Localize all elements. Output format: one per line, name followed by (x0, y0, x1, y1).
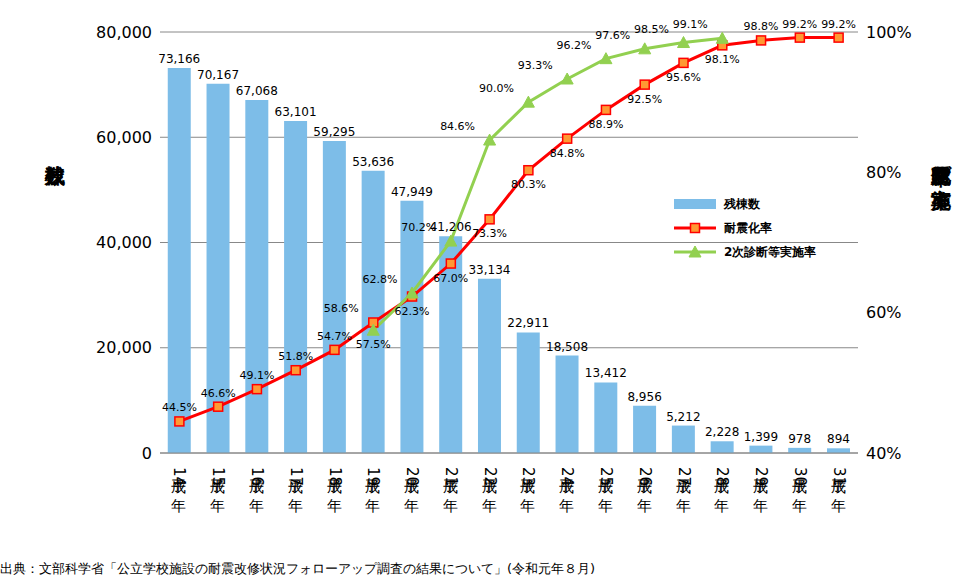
svg-text:平成21年: 平成21年 (442, 467, 460, 513)
svg-text:84.8%: 84.8% (550, 147, 585, 160)
svg-text:96.2%: 96.2% (556, 39, 591, 52)
svg-text:33,134: 33,134 (468, 263, 510, 277)
svg-text:22,911: 22,911 (507, 316, 549, 330)
svg-text:67,068: 67,068 (236, 84, 278, 98)
svg-text:平成14年: 平成14年 (170, 467, 188, 513)
svg-text:20,000: 20,000 (96, 338, 152, 357)
html-text:出典：文部科学省「公立学校施設の耐震改修状況フォローアップ調: 出典：文部科学省「公立学校施設の耐震改修状況フォローアップ調査の結果について」(… (0, 561, 596, 576)
svg-text:平成26年: 平成26年 (636, 467, 654, 513)
svg-text:49.1%: 49.1% (239, 369, 274, 382)
svg-text:70,167: 70,167 (197, 68, 239, 82)
svg-text:平成23年: 平成23年 (519, 467, 537, 513)
svg-text:平成16年: 平成16年 (248, 467, 266, 513)
svg-text:894: 894 (827, 432, 850, 446)
html-text:耐震化率: 耐震化率 (724, 220, 772, 235)
svg-text:44.5%: 44.5% (162, 401, 197, 414)
svg-text:54.7%: 54.7% (317, 330, 352, 343)
svg-text:60%: 60% (866, 303, 902, 322)
svg-text:13,412: 13,412 (585, 366, 627, 380)
svg-text:平成19年: 平成19年 (364, 467, 382, 513)
svg-text:93.3%: 93.3% (518, 59, 553, 72)
svg-text:100%: 100% (866, 23, 912, 42)
svg-text:平成15年: 平成15年 (209, 467, 227, 513)
svg-text:51.8%: 51.8% (278, 350, 313, 363)
svg-text:99.2%: 99.2% (821, 18, 856, 31)
svg-text:平成27年: 平成27年 (675, 467, 693, 513)
svg-text:57.5%: 57.5% (356, 338, 391, 351)
svg-text:63,101: 63,101 (275, 105, 317, 119)
svg-text:60,000: 60,000 (96, 128, 152, 147)
svg-text:53,636: 53,636 (352, 155, 394, 169)
svg-text:平成18年: 平成18年 (326, 467, 344, 513)
svg-text:70.2%: 70.2% (401, 221, 436, 234)
svg-text:5,212: 5,212 (666, 410, 700, 424)
svg-text:平成24年: 平成24年 (558, 467, 576, 513)
svg-text:46.6%: 46.6% (201, 387, 236, 400)
svg-text:99.1%: 99.1% (673, 18, 708, 31)
svg-text:73,166: 73,166 (158, 52, 200, 66)
svg-text:978: 978 (788, 432, 811, 446)
svg-text:47,949: 47,949 (391, 185, 433, 199)
svg-text:98.8%: 98.8% (744, 20, 779, 33)
svg-text:73.3%: 73.3% (472, 227, 507, 240)
svg-text:95.6%: 95.6% (666, 71, 701, 84)
svg-text:58.6%: 58.6% (324, 302, 359, 315)
svg-text:84.6%: 84.6% (440, 120, 475, 133)
svg-text:88.9%: 88.9% (588, 118, 623, 131)
svg-text:80%: 80% (866, 163, 902, 182)
svg-text:40,000: 40,000 (96, 233, 152, 252)
svg-text:平成17年: 平成17年 (287, 467, 305, 513)
svg-text:90.0%: 90.0% (479, 82, 514, 95)
html-text:2次診断等実施率: 2次診断等実施率 (724, 244, 817, 259)
svg-text:62.3%: 62.3% (395, 305, 430, 318)
svg-text:18,508: 18,508 (546, 340, 588, 354)
svg-text:98.5%: 98.5% (634, 23, 669, 36)
svg-text:80,000: 80,000 (96, 23, 152, 42)
svg-text:67.0%: 67.0% (433, 272, 468, 285)
html-text:耐震化率及び実施率: 耐震化率及び実施率 (929, 150, 953, 173)
svg-text:8,956: 8,956 (627, 390, 661, 404)
svg-text:92.5%: 92.5% (627, 93, 662, 106)
svg-text:平成28年: 平成28年 (713, 467, 731, 513)
svg-text:1,399: 1,399 (744, 430, 778, 444)
svg-text:平成30年: 平成30年 (791, 467, 809, 513)
svg-text:99.2%: 99.2% (782, 18, 817, 31)
svg-text:98.1%: 98.1% (705, 53, 740, 66)
svg-text:41,206: 41,206 (429, 220, 472, 235)
svg-text:2,228: 2,228 (705, 425, 739, 439)
svg-text:80.3%: 80.3% (511, 178, 546, 191)
svg-text:平成22年: 平成22年 (481, 467, 499, 513)
svg-text:59,295: 59,295 (313, 125, 355, 139)
svg-text:平成31年: 平成31年 (830, 467, 848, 513)
svg-text:平成20年: 平成20年 (403, 467, 421, 513)
svg-text:平成29年: 平成29年 (752, 467, 770, 513)
svg-text:40%: 40% (866, 444, 902, 463)
svg-text:平成25年: 平成25年 (597, 467, 615, 513)
html-text:残棟数: 残棟数 (724, 196, 760, 211)
svg-text:97.6%: 97.6% (595, 29, 630, 42)
svg-text:0: 0 (142, 444, 152, 463)
svg-text:62.8%: 62.8% (363, 273, 398, 286)
